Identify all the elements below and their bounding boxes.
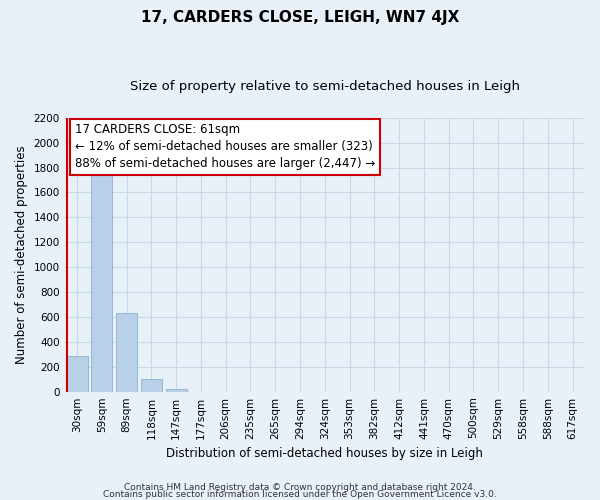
Bar [166,389,187,392]
Text: Contains HM Land Registry data © Crown copyright and database right 2024.: Contains HM Land Registry data © Crown c… [124,484,476,492]
Bar [91,174,112,392]
Text: 17, CARDERS CLOSE, LEIGH, WN7 4JX: 17, CARDERS CLOSE, LEIGH, WN7 4JX [141,10,459,25]
Bar [141,378,162,392]
Bar [67,356,88,392]
Bar [116,312,137,392]
Y-axis label: Number of semi-detached properties: Number of semi-detached properties [15,146,28,364]
Text: 17 CARDERS CLOSE: 61sqm
← 12% of semi-detached houses are smaller (323)
88% of s: 17 CARDERS CLOSE: 61sqm ← 12% of semi-de… [75,124,376,170]
Text: Contains public sector information licensed under the Open Government Licence v3: Contains public sector information licen… [103,490,497,499]
Title: Size of property relative to semi-detached houses in Leigh: Size of property relative to semi-detach… [130,80,520,93]
X-axis label: Distribution of semi-detached houses by size in Leigh: Distribution of semi-detached houses by … [166,447,483,460]
